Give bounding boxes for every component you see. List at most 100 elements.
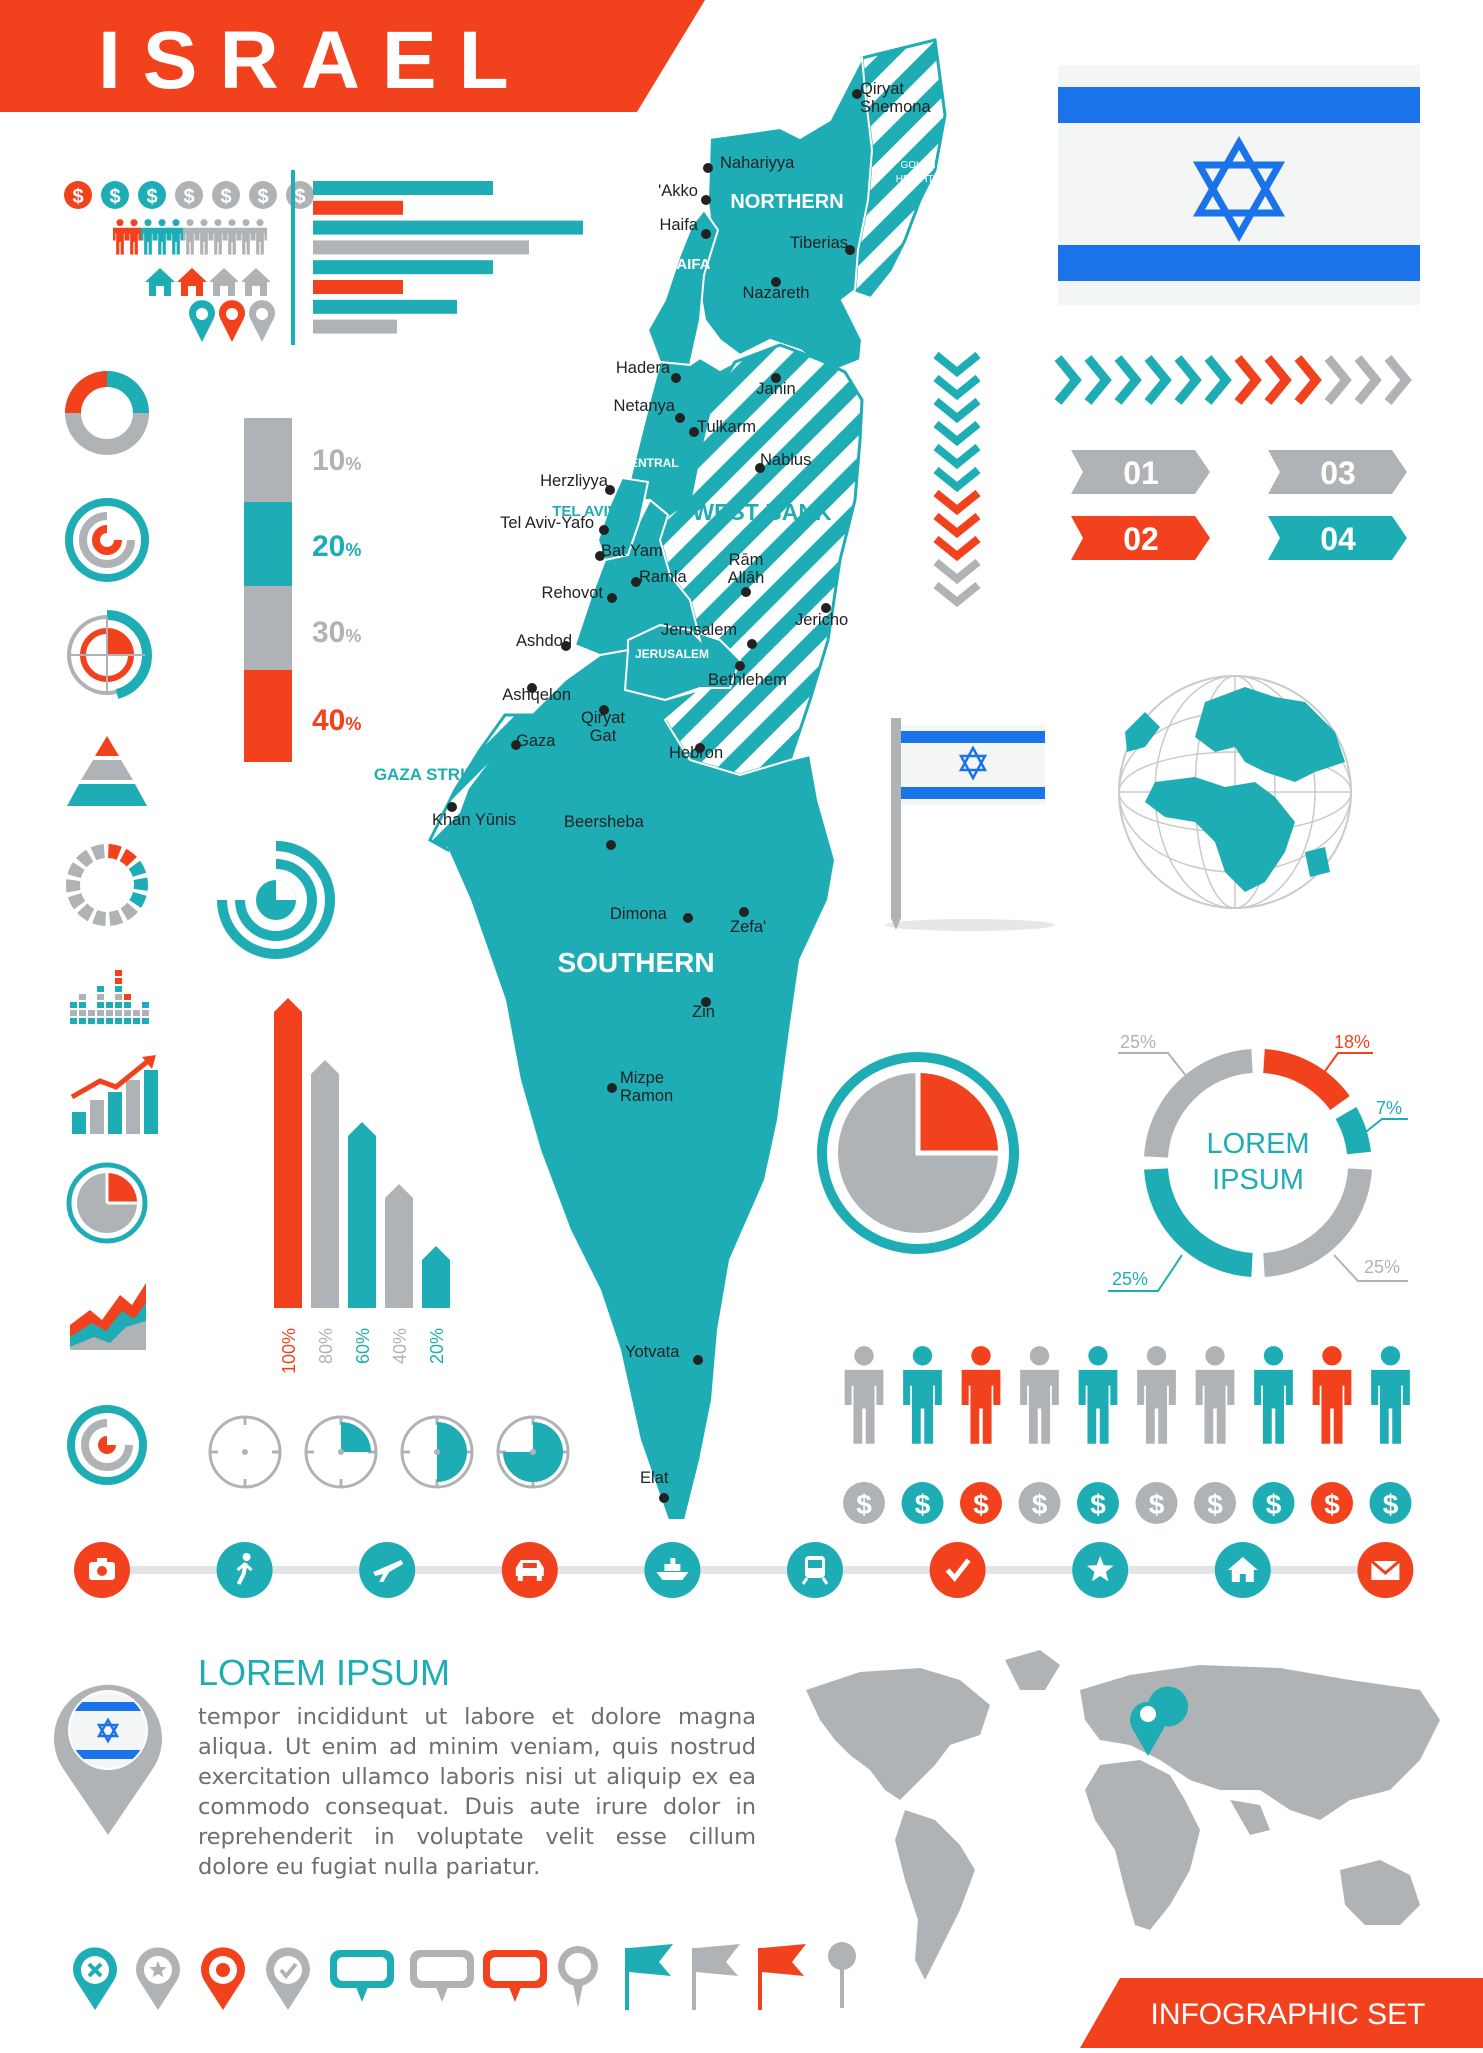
donut-label: 25%: [1112, 1269, 1148, 1289]
page-title: ISRAEL: [98, 15, 531, 106]
ring-segment-icon: [65, 371, 149, 455]
numbered-tags: 01 03 02 04: [1071, 450, 1407, 560]
globe: [1118, 675, 1352, 909]
percent-label: 30%: [312, 616, 361, 649]
dollar-icon: $: [138, 181, 166, 209]
car-icon: [501, 1542, 558, 1598]
eq-cell: [124, 1010, 131, 1016]
israel-map: NORTHERN HAIFA CENTRAL TEL AVIV JERUSALEM SOU…: [374, 38, 947, 1521]
city-label: Jericho: [795, 611, 848, 629]
flag-icon: [692, 1944, 740, 2010]
large-pie-chart: [817, 1052, 1019, 1254]
eq-cell: [79, 994, 86, 1000]
percent-column: 10% 20% 30% 40%: [244, 418, 361, 762]
person-icon: [1078, 1346, 1118, 1444]
chevron-right-icon: [1114, 355, 1142, 405]
balloon-pin-icon: [558, 1946, 598, 2008]
flag-location-pin: [53, 1684, 162, 1835]
person-icon: [140, 219, 156, 255]
person-icon: [238, 219, 254, 255]
people-icon-row-small: [112, 219, 268, 255]
region-label: NORTHERN: [730, 191, 843, 213]
star-icon: [1072, 1542, 1129, 1598]
city-label: Zefa': [730, 918, 766, 936]
hbar: [313, 181, 493, 195]
dollar-symbol: $: [973, 1489, 989, 1520]
pin-icon: [249, 300, 275, 342]
speech-bubble-icon: [410, 1950, 474, 2002]
ring-dash: [128, 860, 147, 878]
house-icon: [177, 268, 207, 296]
chevron-right-icon: [1324, 355, 1352, 405]
chevron-down-icon: [933, 466, 981, 493]
eq-cell: [142, 1002, 149, 1008]
city-marker: Janin: [756, 373, 796, 398]
eq-cell: [115, 994, 122, 1000]
dollar-coin-icon: $: [1077, 1482, 1119, 1524]
dollar-symbol: $: [915, 1489, 931, 1520]
city-label: Tel Aviv-Yafo: [500, 514, 594, 532]
person-icon: [1254, 1346, 1293, 1444]
pin-x-icon: [73, 1947, 117, 2010]
city-marker: Herzliyya: [540, 472, 615, 495]
dollar-symbol: $: [1090, 1489, 1106, 1520]
city-label: Dimona: [610, 905, 668, 923]
pin-icon: [189, 300, 215, 342]
clock-icon: [400, 1415, 474, 1489]
city-label: 'Akko: [658, 182, 698, 200]
city-label: Herzliyya: [540, 472, 609, 490]
eq-cell: [88, 1010, 95, 1016]
walking-icon: [216, 1542, 273, 1598]
city-label: Hebron: [669, 744, 723, 762]
dollar-icon: $: [64, 181, 92, 209]
eq-cell: [124, 1018, 131, 1024]
city-label: Janin: [756, 380, 795, 398]
city-marker: Bethlehem: [708, 661, 787, 689]
house-icon: [241, 268, 271, 296]
city-label: Elat: [640, 1469, 669, 1487]
chevron-right-icon: [1294, 355, 1322, 405]
bar-mark: [385, 1184, 413, 1308]
ring-dash: [120, 902, 139, 921]
person-icon: [196, 219, 212, 255]
text-block-heading: LOREM IPSUM: [198, 1652, 450, 1693]
area-chart-icon: [70, 1283, 146, 1350]
person-icon: [210, 219, 226, 255]
chevron-right-icon: [1384, 355, 1412, 405]
person-icon: [154, 219, 170, 255]
dollar-coin-row: $ $ $ $ $ $ $ $ $ $: [843, 1482, 1412, 1524]
donut-center-line2: IPSUM: [1212, 1164, 1304, 1196]
chevron-right-icon: [1144, 355, 1172, 405]
city-label: Tiberias: [790, 234, 848, 252]
people-icon-row: [844, 1346, 1410, 1444]
dollar-symbol: $: [72, 186, 83, 208]
chevron-down-icon: [933, 420, 981, 447]
person-icon: [168, 219, 184, 255]
ring-dash: [77, 903, 95, 922]
city-label-line2: Allāh: [728, 569, 765, 587]
city-marker: Tiberias: [790, 234, 855, 255]
city-label-line2: Ramon: [620, 1087, 673, 1105]
tag-label: 04: [1320, 521, 1356, 557]
person-icon: [1020, 1346, 1059, 1444]
dollar-symbol: $: [220, 186, 231, 208]
clock-icon: [496, 1415, 570, 1489]
speech-bubble-icon: [483, 1950, 547, 2002]
ring-dash: [119, 848, 137, 867]
title-banner: ISRAEL: [0, 0, 705, 112]
eq-cell: [142, 1018, 149, 1024]
city-marker: Nazareth: [743, 277, 809, 302]
ring-dash: [108, 909, 124, 926]
eq-cell: [142, 1010, 149, 1016]
dollar-coin-icon: $: [960, 1482, 1002, 1524]
chevron-down-icon: [933, 443, 981, 470]
eq-cell: [79, 1002, 86, 1008]
target-icon-small: [67, 1405, 147, 1485]
city-label: Hadera: [616, 359, 671, 377]
eq-cell: [115, 1002, 122, 1008]
dollar-coin-icon: $: [1135, 1482, 1178, 1524]
